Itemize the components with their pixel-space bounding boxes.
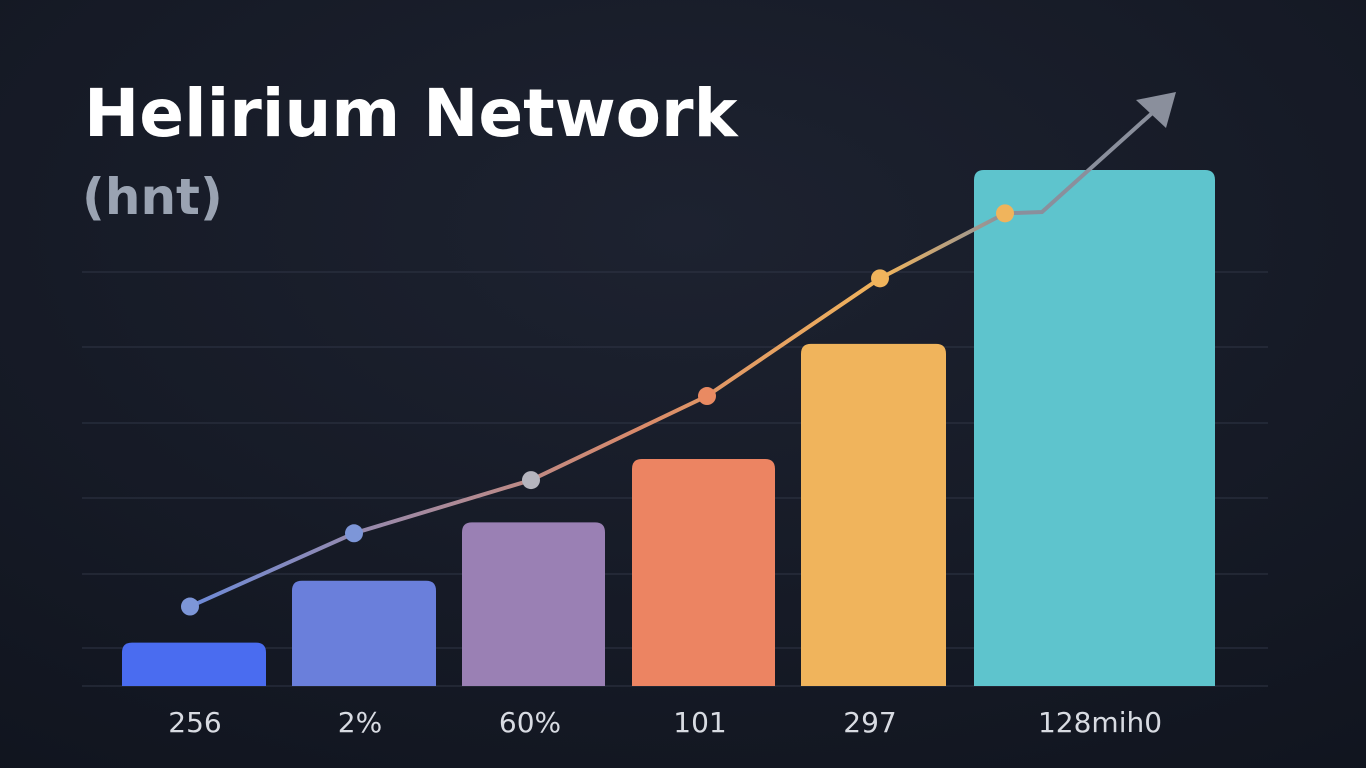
trend-point — [698, 387, 716, 406]
bar — [974, 170, 1215, 686]
trend-point — [996, 204, 1014, 223]
trend-point — [871, 269, 889, 288]
chart-title: Helirium Network — [84, 75, 740, 152]
bar — [462, 522, 605, 686]
x-tick-label: 256 — [168, 706, 221, 739]
bar — [122, 642, 266, 686]
x-tick-label: 297 — [843, 706, 896, 739]
trend-point — [522, 471, 540, 490]
bar — [801, 343, 946, 686]
bar — [632, 458, 775, 686]
chart-subtitle: (hnt) — [82, 168, 223, 226]
trend-line — [189, 211, 1006, 609]
x-tick-label: 101 — [673, 706, 726, 739]
x-tick-label: 2% — [338, 706, 382, 739]
x-tick-label: 128mih0 — [1038, 706, 1162, 739]
arrow-head — [1136, 92, 1176, 128]
x-tick-label: 60% — [499, 706, 561, 739]
trend-point — [181, 597, 199, 616]
trend-arrow — [1004, 104, 1162, 216]
trend-point — [345, 524, 363, 543]
bar — [292, 580, 436, 686]
